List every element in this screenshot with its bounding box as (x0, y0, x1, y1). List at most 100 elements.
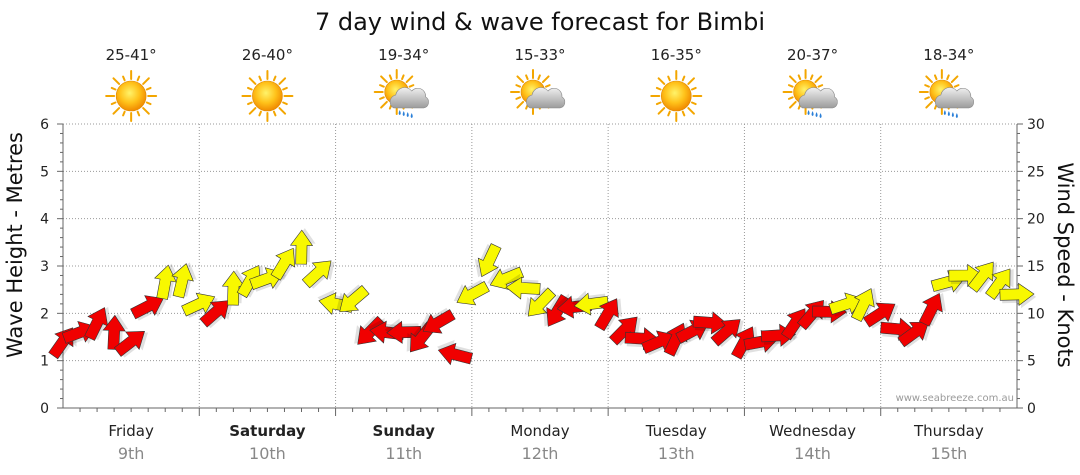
wind-arrow-shape (171, 263, 194, 299)
y-axis-right-label: Wind Speed - Knots (1053, 162, 1077, 367)
wind-arrow-shape (456, 281, 490, 306)
y-left-tick-label: 0 (40, 401, 49, 417)
wind-arrow (270, 247, 299, 281)
x-day-label: Sunday (373, 422, 436, 440)
sun-disc (252, 80, 283, 112)
wind-arrow (474, 243, 502, 278)
day-column-saturday: 26-40° Saturday 10th (229, 46, 306, 463)
wind-arrow-shape (236, 265, 262, 299)
wind-arrow (171, 262, 197, 299)
sun-ray (248, 77, 257, 85)
sun-ray (388, 74, 393, 81)
sun-ray (380, 100, 388, 109)
watermark: www.seabreeze.com.au (896, 393, 1014, 404)
rain-drop (951, 112, 954, 117)
x-date-label: 12th (522, 444, 559, 463)
wind-arrow-shape (985, 268, 1011, 300)
sun-ray (789, 100, 797, 109)
rain-drop (815, 112, 818, 117)
sun-ray (282, 101, 288, 106)
x-date-label: 10th (249, 444, 286, 463)
sun-ray (379, 96, 385, 100)
daily-weather-headers: 25-41° Friday 9th 26-40° Saturday 10th 19-34° S… (105, 46, 984, 463)
sun-ray (145, 86, 152, 91)
wind-arrow-shape (437, 342, 474, 366)
x-day-label: Friday (108, 422, 154, 440)
sun-cloud-rain-icon (782, 69, 838, 118)
wind-arrow (863, 302, 899, 329)
sun-ray (924, 96, 930, 100)
sun-ray (681, 75, 686, 82)
sun-disc (115, 80, 147, 112)
rain-drop (955, 113, 958, 118)
wind-arrow (289, 228, 316, 265)
sun-ray (515, 84, 522, 88)
x-date-label: 13th (658, 444, 695, 463)
wind-arrow (437, 339, 474, 366)
y-right-tick-label: 5 (1027, 354, 1036, 370)
wind-arrow-shape (967, 261, 994, 293)
wind-arrow (84, 307, 112, 341)
y-left-tick-label: 2 (40, 306, 49, 322)
x-date-label: 15th (930, 444, 967, 463)
sun-disc (660, 80, 692, 112)
wind-arrow (524, 287, 557, 317)
sun-ray (544, 84, 551, 88)
x-date-label: 14th (794, 444, 831, 463)
wind-arrow (897, 321, 932, 349)
day-column-monday: 15-33° Monday 12th (510, 46, 570, 463)
wind-arrow (336, 284, 370, 313)
day-column-friday: 25-41° Friday 9th (105, 46, 158, 463)
sun-cloud-rain-icon (918, 69, 974, 118)
rain-drop (811, 111, 814, 116)
sun-cloud-rain-icon (373, 69, 429, 118)
grid-lines (63, 123, 1017, 408)
wind-arrow-shape (270, 247, 296, 281)
wind-arrow-shape (608, 316, 638, 346)
wind-arrow-shape (918, 292, 943, 327)
cloud-shape (935, 87, 974, 109)
sun-ray (690, 101, 697, 106)
y-left-tick-label: 4 (40, 212, 49, 228)
x-date-label: 9th (118, 444, 145, 463)
wind-arrow (850, 288, 878, 322)
y-right-tick-label: 0 (1027, 401, 1036, 417)
wind-arrow-shape (999, 282, 1035, 306)
x-day-label: Monday (510, 422, 569, 440)
wind-arrow (301, 260, 335, 289)
y-right-tick-label: 20 (1027, 212, 1045, 228)
wind-arrow-shape (527, 287, 557, 317)
cloud-shape (798, 87, 838, 109)
sun-ray (380, 75, 388, 84)
y-right-tick-label: 25 (1027, 164, 1045, 180)
wind-arrow (504, 273, 541, 300)
day-column-thursday: 18-34° Thursday 15th (913, 46, 984, 463)
sun-ray (258, 110, 262, 117)
sun-ray (122, 110, 126, 117)
wind-arrow (918, 292, 946, 327)
y-right-tick-label: 15 (1027, 259, 1045, 275)
x-day-label: Tuesday (645, 422, 707, 440)
y-right-tick-label: 30 (1027, 117, 1045, 133)
sun-ray (405, 75, 414, 84)
sun-ray (789, 75, 797, 84)
sun-ray (690, 86, 697, 91)
rain-drop (943, 110, 946, 115)
sun-ray (657, 107, 666, 115)
sun-ray (145, 101, 152, 106)
sun-ray (925, 75, 933, 84)
wind-arrow-shape (573, 292, 609, 316)
rain-drop (807, 110, 810, 115)
sun-ray (541, 75, 550, 84)
sun-ray (112, 77, 121, 85)
axes: 0 1 2 3 4 5 6 0 5 10 15 20 25 30 (40, 117, 1045, 417)
x-day-label: Thursday (913, 422, 984, 440)
sun-ray (247, 86, 253, 91)
chart-title: 7 day wind & wave forecast for Bimbi (315, 8, 765, 36)
sun-ray (258, 75, 262, 82)
day-column-tuesday: 16-35° Tuesday 13th (645, 46, 707, 463)
x-day-label: Wednesday (769, 422, 856, 440)
y-right-tick-label: 10 (1027, 306, 1045, 322)
sun-ray (933, 74, 938, 81)
